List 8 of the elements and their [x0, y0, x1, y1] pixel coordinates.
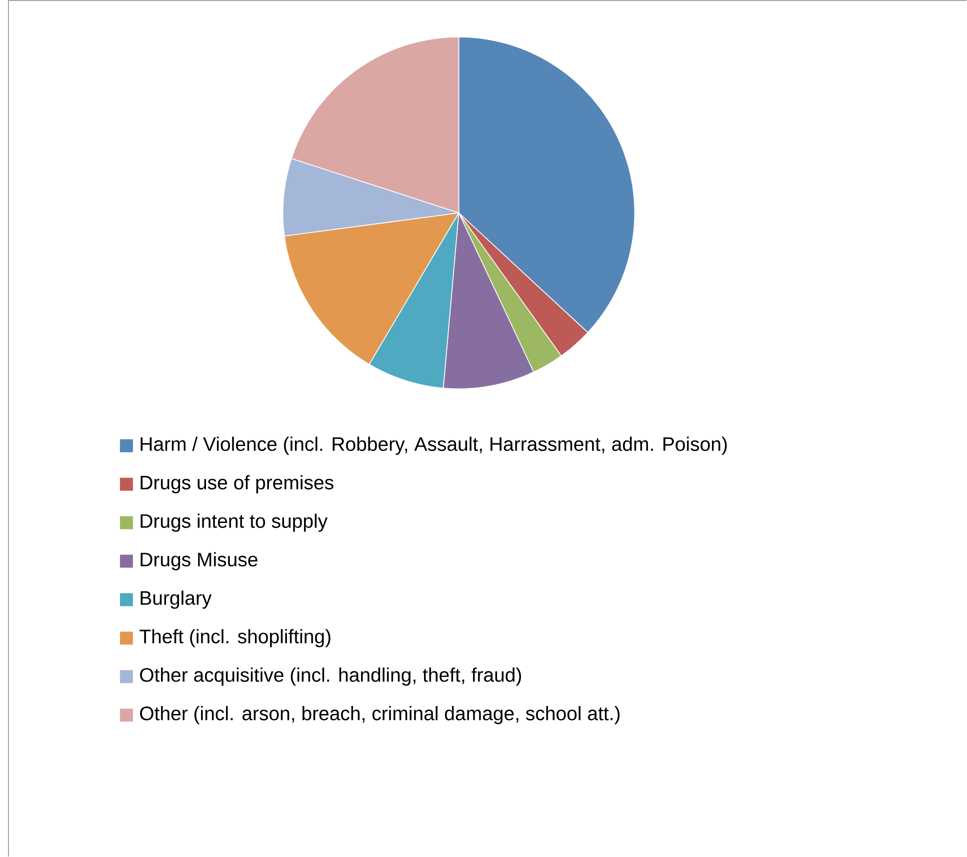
- legend-label: Drugs use of premises: [140, 475, 334, 494]
- legend-label: Other acquisitive (incl. handling, theft, fraud): [140, 668, 521, 686]
- legend-label: Burglary: [140, 590, 212, 609]
- legend-label: Other (incl. arson, breach, criminal damage, school att.): [140, 706, 620, 724]
- legend-label: Harm / Violence (incl. Robbery, Assault, Harrassment, adm. Poison): [140, 436, 727, 455]
- legend-label: Drugs intent to supply: [140, 514, 328, 532]
- legend-label: Drugs Misuse: [140, 552, 258, 570]
- legend-label: Theft (incl. shoplifting): [140, 629, 330, 648]
